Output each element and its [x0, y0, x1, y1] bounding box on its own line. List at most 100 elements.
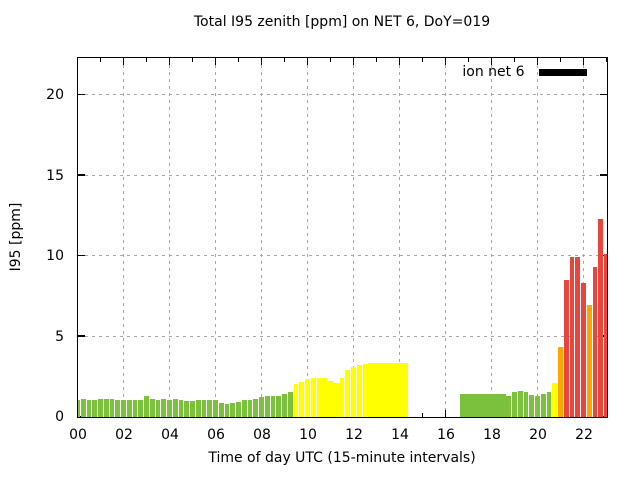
bar-04:30 — [178, 399, 184, 417]
y-tick-label-15: 15 — [46, 167, 64, 184]
bar-22:00 — [581, 282, 586, 417]
bar-17:30 — [477, 393, 483, 417]
y-major-tick-left — [77, 174, 85, 176]
bar-12:00 — [351, 366, 356, 417]
x-major-tick-top — [490, 57, 493, 65]
y-major-tick-right — [599, 174, 607, 176]
bar-00:30 — [86, 400, 92, 417]
x-major-tick-top — [398, 57, 401, 65]
bar-00:15 — [80, 398, 86, 417]
grid-line-vertical — [261, 57, 262, 417]
x-major-tick-top — [214, 57, 217, 65]
legend: ion net 6 — [462, 63, 587, 81]
grid-line-vertical — [399, 57, 400, 417]
bar-10:00 — [305, 379, 310, 417]
bar-05:00 — [190, 401, 195, 417]
bar-08:15 — [264, 396, 270, 417]
x-minor-tick-top — [237, 57, 240, 62]
bar-09:15 — [287, 392, 293, 417]
x-tick-label-02: 02 — [115, 427, 133, 443]
bar-02:15 — [126, 399, 132, 417]
bar-06:00 — [213, 399, 218, 417]
bar-23:00 — [604, 253, 607, 417]
bar-20:45 — [552, 382, 558, 417]
bar-19:15 — [517, 390, 523, 417]
bar-11:00 — [328, 381, 333, 417]
bar-18:00 — [488, 393, 495, 417]
x-major-tick-top — [168, 57, 171, 65]
bar-14:00 — [396, 363, 403, 417]
bar-05:30 — [201, 400, 207, 417]
grid-line-vertical — [583, 57, 584, 417]
bar-19:30 — [523, 392, 529, 417]
y-tick-label-10: 10 — [46, 248, 64, 264]
plot-area: ion net 6 — [76, 56, 608, 418]
bar-01:30 — [109, 398, 115, 417]
bar-21:15 — [563, 279, 569, 417]
bar-02:00 — [121, 400, 126, 417]
y-tick-label-0: 0 — [55, 409, 64, 425]
bar-00:45 — [92, 399, 98, 417]
bar-20:30 — [546, 392, 552, 417]
x-major-tick-top — [582, 57, 585, 65]
bar-08:45 — [276, 396, 282, 417]
legend-swatch — [538, 68, 587, 76]
bar-09:45 — [299, 381, 305, 417]
bar-04:45 — [184, 401, 190, 417]
x-minor-tick-top — [513, 57, 516, 62]
grid-line-vertical — [215, 57, 216, 417]
x-minor-tick-top — [191, 57, 194, 62]
x-major-tick-top — [352, 57, 355, 65]
bar-05:45 — [207, 400, 213, 417]
bar-22:30 — [592, 266, 598, 417]
x-axis-label: Time of day UTC (15-minute intervals) — [208, 450, 476, 466]
x-minor-tick-top — [559, 57, 562, 62]
x-minor-tick-top — [467, 57, 470, 62]
x-minor-tick-top — [375, 57, 378, 62]
bar-02:30 — [132, 400, 138, 417]
x-major-tick-bottom — [444, 409, 447, 417]
bar-21:45 — [575, 257, 581, 417]
x-minor-tick-top — [329, 57, 332, 62]
x-tick-label-14: 14 — [391, 427, 409, 443]
bar-03:30 — [155, 399, 161, 417]
bar-19:45 — [529, 394, 535, 417]
bar-06:45 — [230, 402, 236, 417]
x-tick-label-18: 18 — [483, 427, 501, 443]
legend-label: ion net 6 — [462, 63, 525, 80]
bar-04:15 — [172, 398, 178, 417]
bar-01:00 — [98, 398, 103, 417]
x-major-tick-top — [306, 57, 309, 65]
bar-11:15 — [333, 382, 339, 417]
bar-03:45 — [161, 398, 167, 417]
bar-06:30 — [224, 403, 230, 417]
bar-07:30 — [247, 400, 253, 417]
grid-line-vertical — [307, 57, 308, 417]
x-tick-label-12: 12 — [345, 427, 363, 443]
bar-10:45 — [322, 377, 328, 417]
x-tick-label-00: 00 — [69, 427, 87, 443]
x-tick-label-16: 16 — [437, 427, 455, 443]
x-major-tick-top — [122, 57, 125, 65]
y-tick-label-20: 20 — [46, 87, 64, 104]
y-tick-label-5: 5 — [55, 328, 64, 345]
bar-06:15 — [218, 402, 224, 417]
bar-05:15 — [195, 400, 201, 417]
x-major-tick-top — [444, 57, 447, 65]
x-minor-tick-bottom — [421, 412, 424, 417]
y-major-tick-right — [599, 93, 607, 96]
bar-21:30 — [569, 257, 575, 417]
bar-12:15 — [356, 364, 362, 417]
bar-18:15 — [494, 393, 501, 417]
x-minor-tick-top — [99, 57, 102, 62]
bar-17:45 — [482, 393, 489, 417]
bar-01:45 — [115, 399, 121, 417]
bar-20:15 — [540, 393, 546, 417]
grid-line-vertical — [537, 57, 538, 417]
x-tick-label-20: 20 — [529, 427, 547, 443]
bar-12:45 — [367, 363, 374, 417]
x-minor-tick-top — [605, 57, 607, 62]
bar-08:00 — [259, 397, 264, 417]
bar-10:15 — [310, 377, 316, 417]
